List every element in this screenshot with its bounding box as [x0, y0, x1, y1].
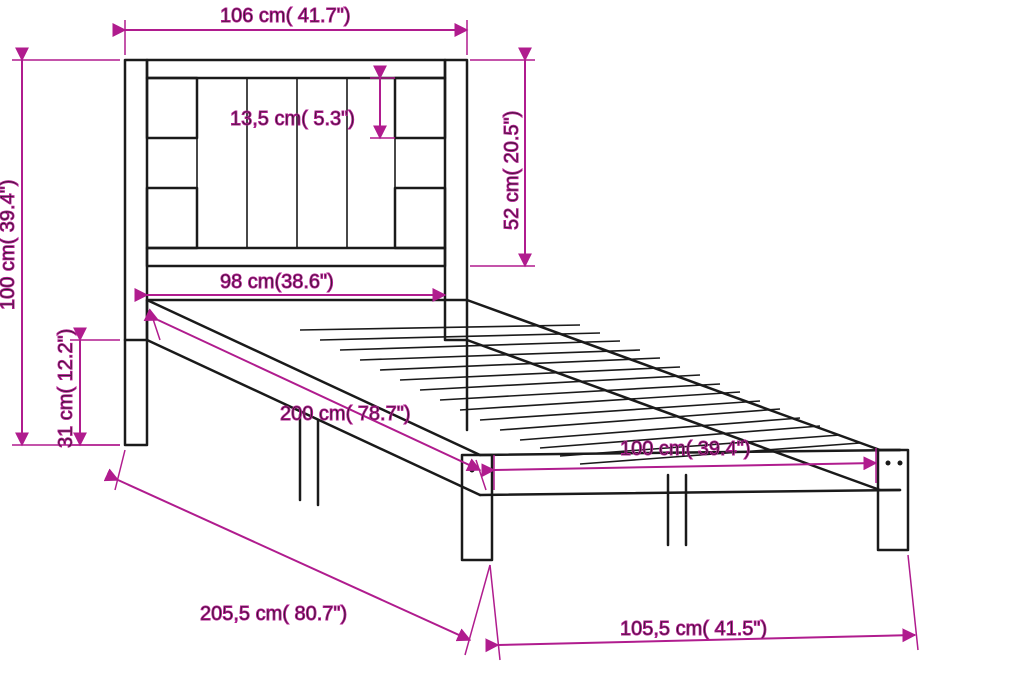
- dim-headboard-height: 52 cm( 20.5"): [470, 60, 535, 266]
- dim-label: 31 cm( 12.2"): [55, 329, 77, 448]
- dim-label: 100 cm( 39.4"): [620, 438, 751, 460]
- dim-inner-width: 98 cm(38.6"): [147, 271, 445, 295]
- dim-top-rail-depth: 13,5 cm( 5.3"): [230, 78, 395, 138]
- dimension-diagram: 100 cm( 39.4") 31 cm( 12.2") 106 cm( 41.…: [0, 0, 1013, 696]
- dim-label: 13,5 cm( 5.3"): [230, 108, 355, 130]
- dim-rail-height: 31 cm( 12.2"): [55, 329, 120, 448]
- dim-label: 100 cm( 39.4"): [0, 180, 19, 311]
- dim-label: 98 cm(38.6"): [220, 271, 334, 293]
- dim-label: 106 cm( 41.7"): [220, 5, 351, 27]
- dim-label: 200 cm( 78.7"): [280, 403, 411, 425]
- dim-headboard-width: 106 cm( 41.7"): [125, 5, 467, 55]
- dim-overall-width: 105,5 cm( 41.5"): [490, 555, 918, 660]
- dim-label: 52 cm( 20.5"): [501, 111, 523, 230]
- dim-overall-length: 205,5 cm( 80.7"): [115, 450, 490, 655]
- dim-label: 205,5 cm( 80.7"): [200, 603, 347, 625]
- dim-label: 105,5 cm( 41.5"): [620, 618, 767, 640]
